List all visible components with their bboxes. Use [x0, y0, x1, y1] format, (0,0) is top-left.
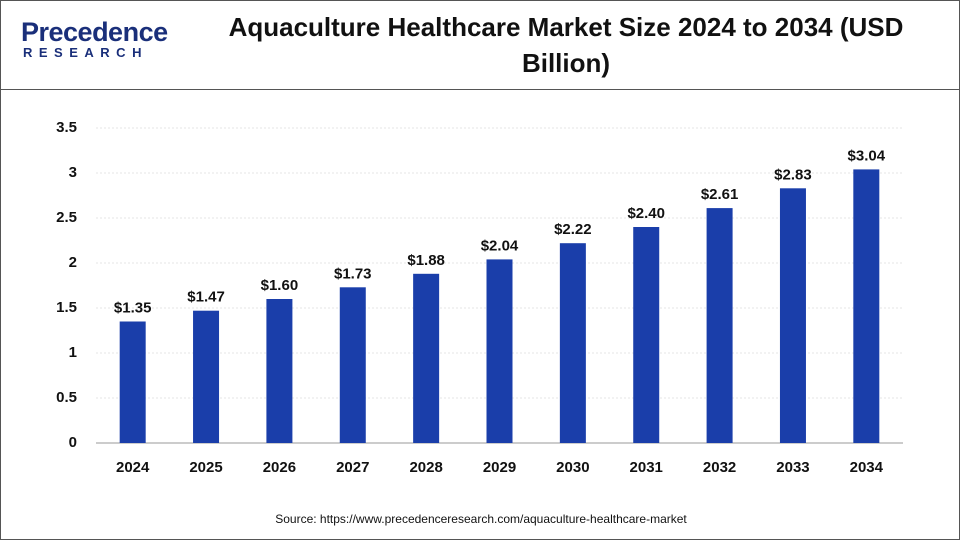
- value-label: $3.04: [848, 147, 886, 164]
- x-tick-label: 2032: [703, 459, 736, 476]
- bar: [413, 273, 440, 443]
- x-tick-label: 2026: [263, 459, 296, 476]
- y-tick-label: 3.5: [56, 119, 77, 136]
- value-label: $2.22: [554, 221, 592, 238]
- y-tick-label: 0: [69, 434, 77, 451]
- bar: [266, 299, 293, 443]
- value-label: $1.35: [114, 299, 152, 316]
- value-label: $2.61: [701, 186, 739, 203]
- x-tick-label: 2028: [409, 459, 442, 476]
- value-label: $1.88: [407, 252, 445, 269]
- y-tick-label: 1.5: [56, 299, 77, 316]
- bar: [779, 188, 806, 443]
- value-label: $2.40: [627, 205, 665, 222]
- value-label: $1.73: [334, 265, 372, 282]
- x-tick-label: 2027: [336, 459, 369, 476]
- y-tick-label: 3: [69, 164, 77, 181]
- bar: [706, 208, 733, 443]
- y-tick-label: 0.5: [56, 389, 77, 406]
- bar: [486, 259, 513, 443]
- y-tick-label: 2: [69, 254, 77, 271]
- bar: [633, 227, 660, 443]
- source-note: Source: https://www.precedenceresearch.c…: [275, 512, 687, 526]
- value-label: $1.47: [187, 289, 225, 306]
- logo-name: Precedence: [21, 17, 168, 47]
- bar: [559, 243, 586, 443]
- bar: [119, 321, 146, 443]
- y-tick-label: 2.5: [56, 209, 77, 226]
- y-tick-label: 1: [69, 344, 77, 361]
- x-tick-label: 2034: [850, 459, 884, 476]
- bar: [193, 310, 220, 443]
- x-tick-label: 2029: [483, 459, 516, 476]
- bar: [853, 169, 880, 443]
- bar: [339, 287, 366, 443]
- logo-tagline: RESEARCH: [23, 45, 148, 60]
- x-tick-label: 2033: [776, 459, 809, 476]
- x-tick-label: 2024: [116, 459, 150, 476]
- x-tick-label: 2030: [556, 459, 589, 476]
- value-label: $1.60: [261, 277, 299, 294]
- x-tick-label: 2031: [630, 459, 663, 476]
- value-label: $2.04: [481, 237, 519, 254]
- chart-title: Aquaculture Healthcare Market Size 2024 …: [228, 12, 904, 78]
- header-separator: [1, 89, 959, 90]
- value-label: $2.83: [774, 166, 812, 183]
- x-tick-label: 2025: [189, 459, 222, 476]
